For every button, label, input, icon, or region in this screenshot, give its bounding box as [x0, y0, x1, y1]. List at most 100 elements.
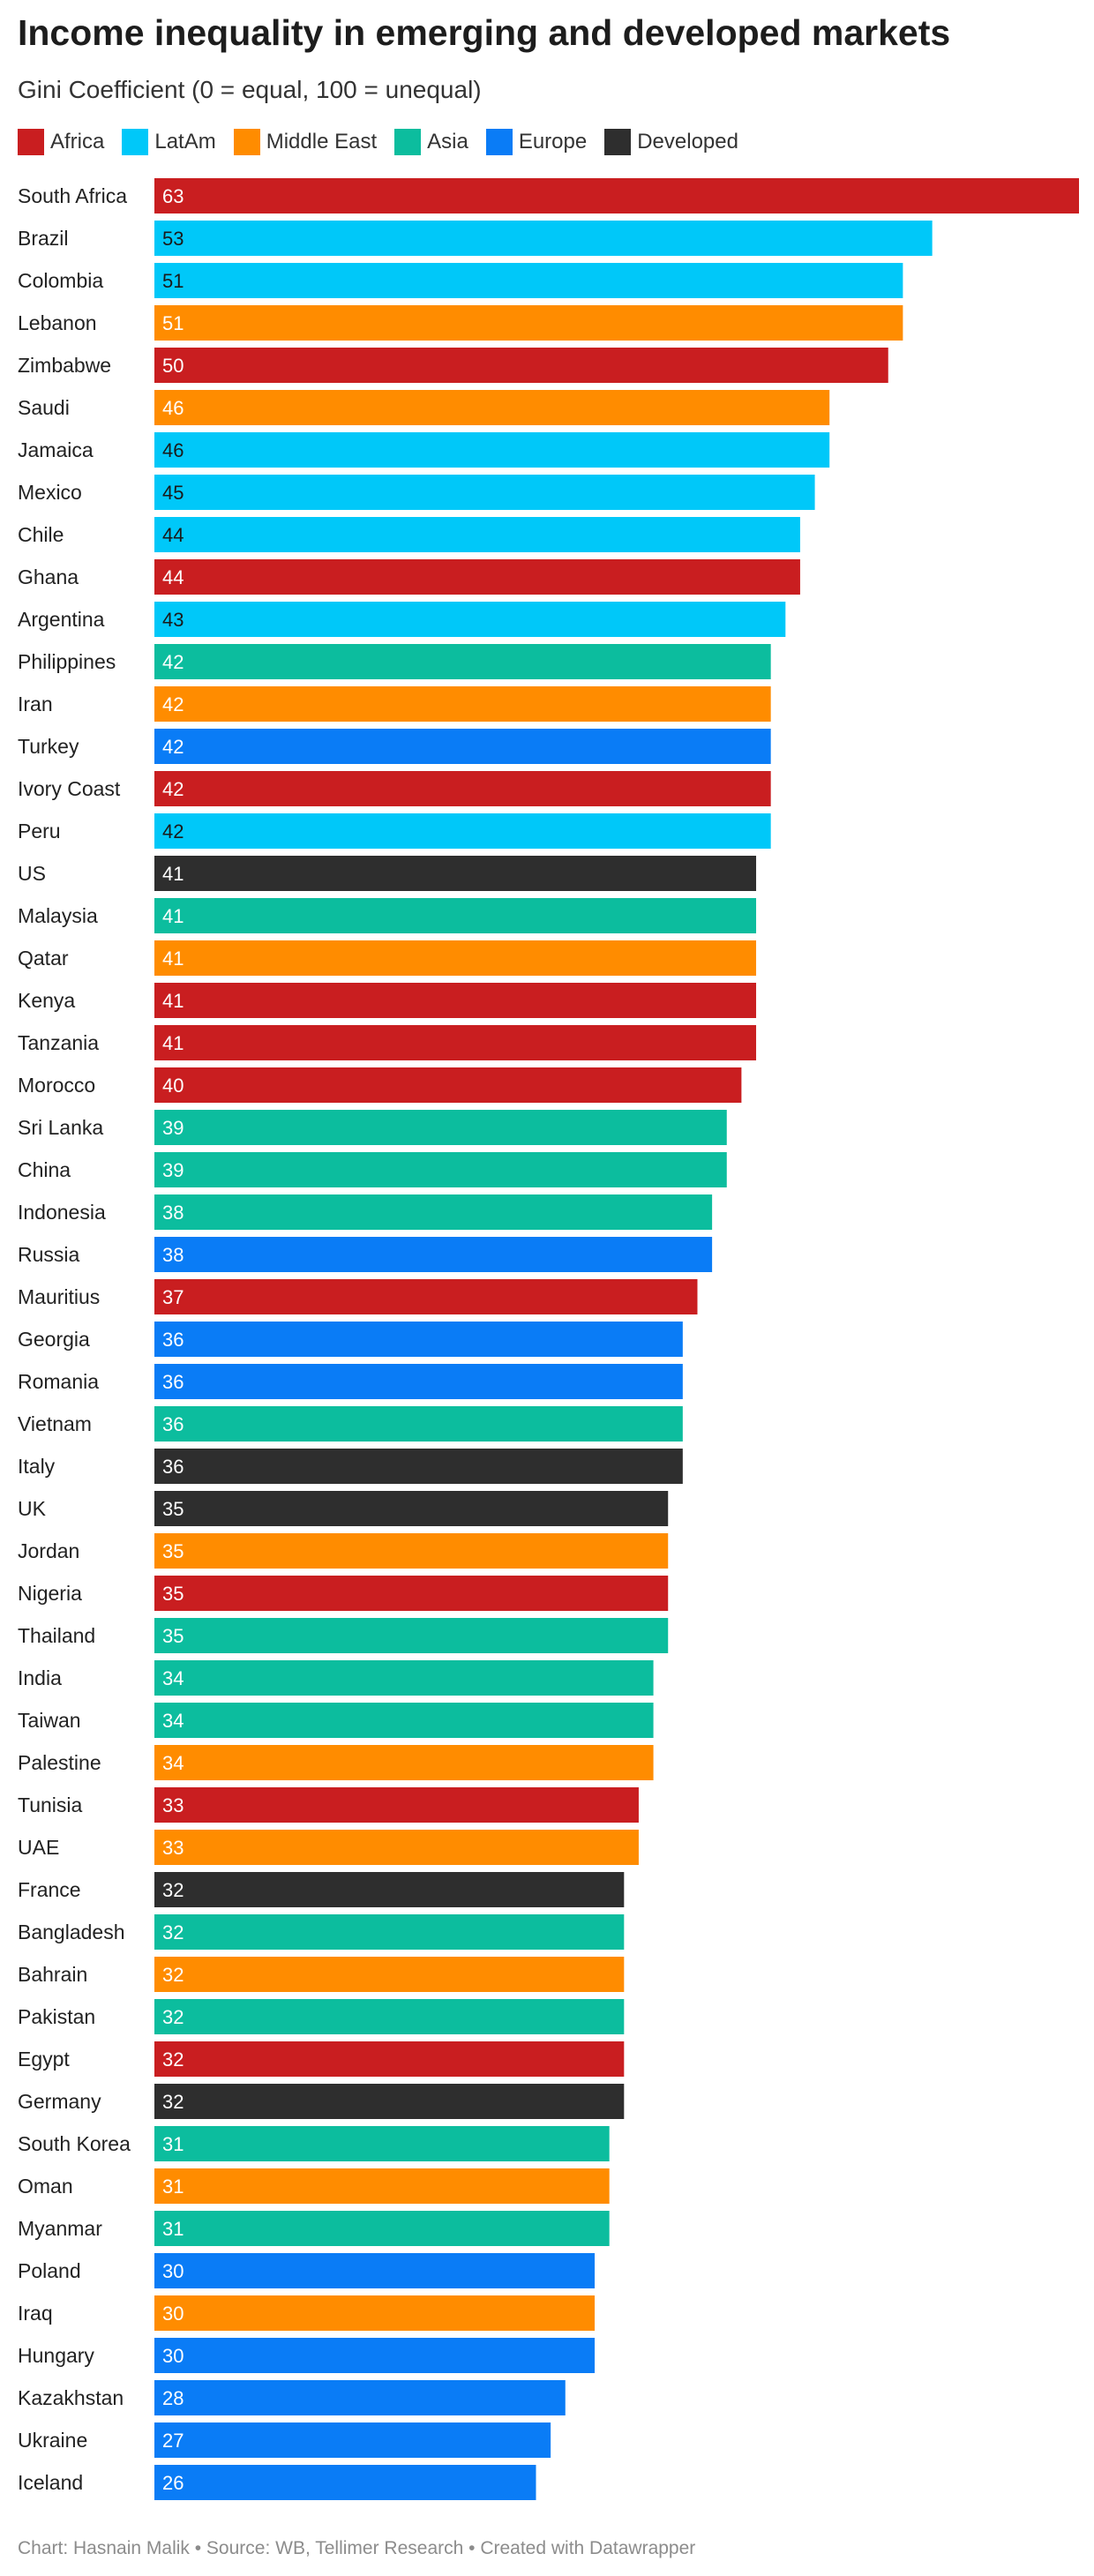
- value-label: 32: [162, 2006, 184, 2028]
- bar: [154, 221, 933, 256]
- bar-row: Pakistan 32: [18, 1999, 625, 2034]
- country-label: Bahrain: [18, 1963, 87, 1986]
- country-label: Vietnam: [18, 1412, 92, 1435]
- country-label: Brazil: [18, 227, 69, 250]
- bar-row: South Africa 63: [18, 178, 1079, 213]
- legend-item-middle-east: Middle East: [233, 129, 377, 155]
- country-label: UAE: [18, 1836, 59, 1859]
- value-label: 35: [162, 1583, 184, 1605]
- bar-row: Mauritius 37: [18, 1279, 698, 1314]
- bar-row: Iran 42: [18, 686, 771, 722]
- country-label: Kazakhstan: [18, 2386, 124, 2409]
- bar-row: India 34: [18, 1660, 654, 1696]
- legend-swatch: [122, 129, 149, 155]
- country-label: Ukraine: [18, 2429, 87, 2452]
- country-label: Zimbabwe: [18, 354, 111, 377]
- value-label: 42: [162, 693, 184, 715]
- country-label: Saudi: [18, 396, 70, 419]
- country-label: South Korea: [18, 2132, 131, 2155]
- country-label: Bangladesh: [18, 1921, 125, 1943]
- bar-row: Morocco 40: [18, 1067, 742, 1103]
- value-label: 50: [162, 355, 184, 377]
- bar: [154, 305, 903, 341]
- bar: [154, 983, 757, 1018]
- value-label: 46: [162, 397, 184, 419]
- bar: [154, 2126, 610, 2161]
- bar-row: Egypt 32: [18, 2041, 625, 2077]
- bar-row: Ukraine 27: [18, 2422, 551, 2458]
- value-label: 63: [162, 185, 184, 207]
- value-label: 36: [162, 1371, 184, 1393]
- value-label: 33: [162, 1794, 184, 1816]
- legend-item-asia: Asia: [394, 129, 468, 155]
- country-label: Iraq: [18, 2302, 53, 2325]
- legend-label: Africa: [50, 130, 105, 154]
- bar-row: US 41: [18, 856, 757, 891]
- bar: [154, 2380, 566, 2415]
- country-label: Peru: [18, 820, 61, 842]
- bar-row: Kenya 41: [18, 983, 757, 1018]
- country-label: Taiwan: [18, 1709, 81, 1732]
- bar: [154, 1830, 639, 1865]
- bar: [154, 390, 830, 425]
- bar: [154, 1618, 669, 1653]
- bar: [154, 2465, 536, 2500]
- bar: [154, 644, 771, 679]
- value-label: 41: [162, 947, 184, 970]
- bar-row: Ivory Coast 42: [18, 771, 771, 806]
- bar: [154, 1999, 625, 2034]
- value-label: 31: [162, 2175, 184, 2198]
- bar-row: Iraq 30: [18, 2295, 596, 2331]
- bar-row: Palestine 34: [18, 1745, 654, 1780]
- value-label: 30: [162, 2260, 184, 2282]
- bar: [154, 1067, 742, 1103]
- value-label: 27: [162, 2430, 184, 2452]
- value-label: 42: [162, 651, 184, 673]
- value-label: 42: [162, 820, 184, 842]
- bar: [154, 1279, 698, 1314]
- chart-legend: Africa LatAm Middle East Asia Europe Develope…: [18, 129, 756, 155]
- value-label: 36: [162, 1329, 184, 1351]
- bar: [154, 475, 815, 510]
- value-label: 34: [162, 1710, 184, 1732]
- bar-row: Hungary 30: [18, 2338, 596, 2373]
- country-label: Jordan: [18, 1539, 79, 1562]
- country-label: Ivory Coast: [18, 777, 121, 800]
- bar-row: Russia 38: [18, 1237, 713, 1272]
- bar: [154, 1364, 683, 1399]
- value-label: 42: [162, 736, 184, 758]
- value-label: 26: [162, 2472, 184, 2494]
- bar: [154, 813, 771, 849]
- country-label: Palestine: [18, 1751, 101, 1774]
- country-label: Kenya: [18, 989, 75, 1012]
- bar: [154, 898, 757, 933]
- country-label: Germany: [18, 2090, 101, 2113]
- bar: [154, 1110, 727, 1145]
- value-label: 36: [162, 1413, 184, 1435]
- value-label: 30: [162, 2345, 184, 2367]
- bar-row: Mexico 45: [18, 475, 815, 510]
- country-label: France: [18, 1878, 81, 1901]
- country-label: Romania: [18, 1370, 99, 1393]
- value-label: 43: [162, 609, 184, 631]
- country-label: Mauritius: [18, 1285, 100, 1308]
- country-label: Turkey: [18, 735, 79, 758]
- legend-item-developed: Developed: [604, 129, 738, 155]
- legend-label: Developed: [637, 130, 738, 154]
- bar: [154, 559, 800, 595]
- bar-row: Nigeria 35: [18, 1576, 669, 1611]
- value-label: 32: [162, 2091, 184, 2113]
- value-label: 44: [162, 524, 184, 546]
- bar-row: Romania 36: [18, 1364, 683, 1399]
- bar-row: Chile 44: [18, 517, 800, 552]
- legend-swatch: [18, 129, 44, 155]
- bar-row: Argentina 43: [18, 602, 786, 637]
- bar: [154, 263, 903, 298]
- country-label: Sri Lanka: [18, 1116, 103, 1139]
- country-label: Italy: [18, 1455, 56, 1478]
- bar: [154, 1406, 683, 1442]
- bar: [154, 1025, 757, 1060]
- value-label: 39: [162, 1159, 184, 1181]
- legend-swatch: [485, 129, 513, 155]
- country-label: Argentina: [18, 608, 105, 631]
